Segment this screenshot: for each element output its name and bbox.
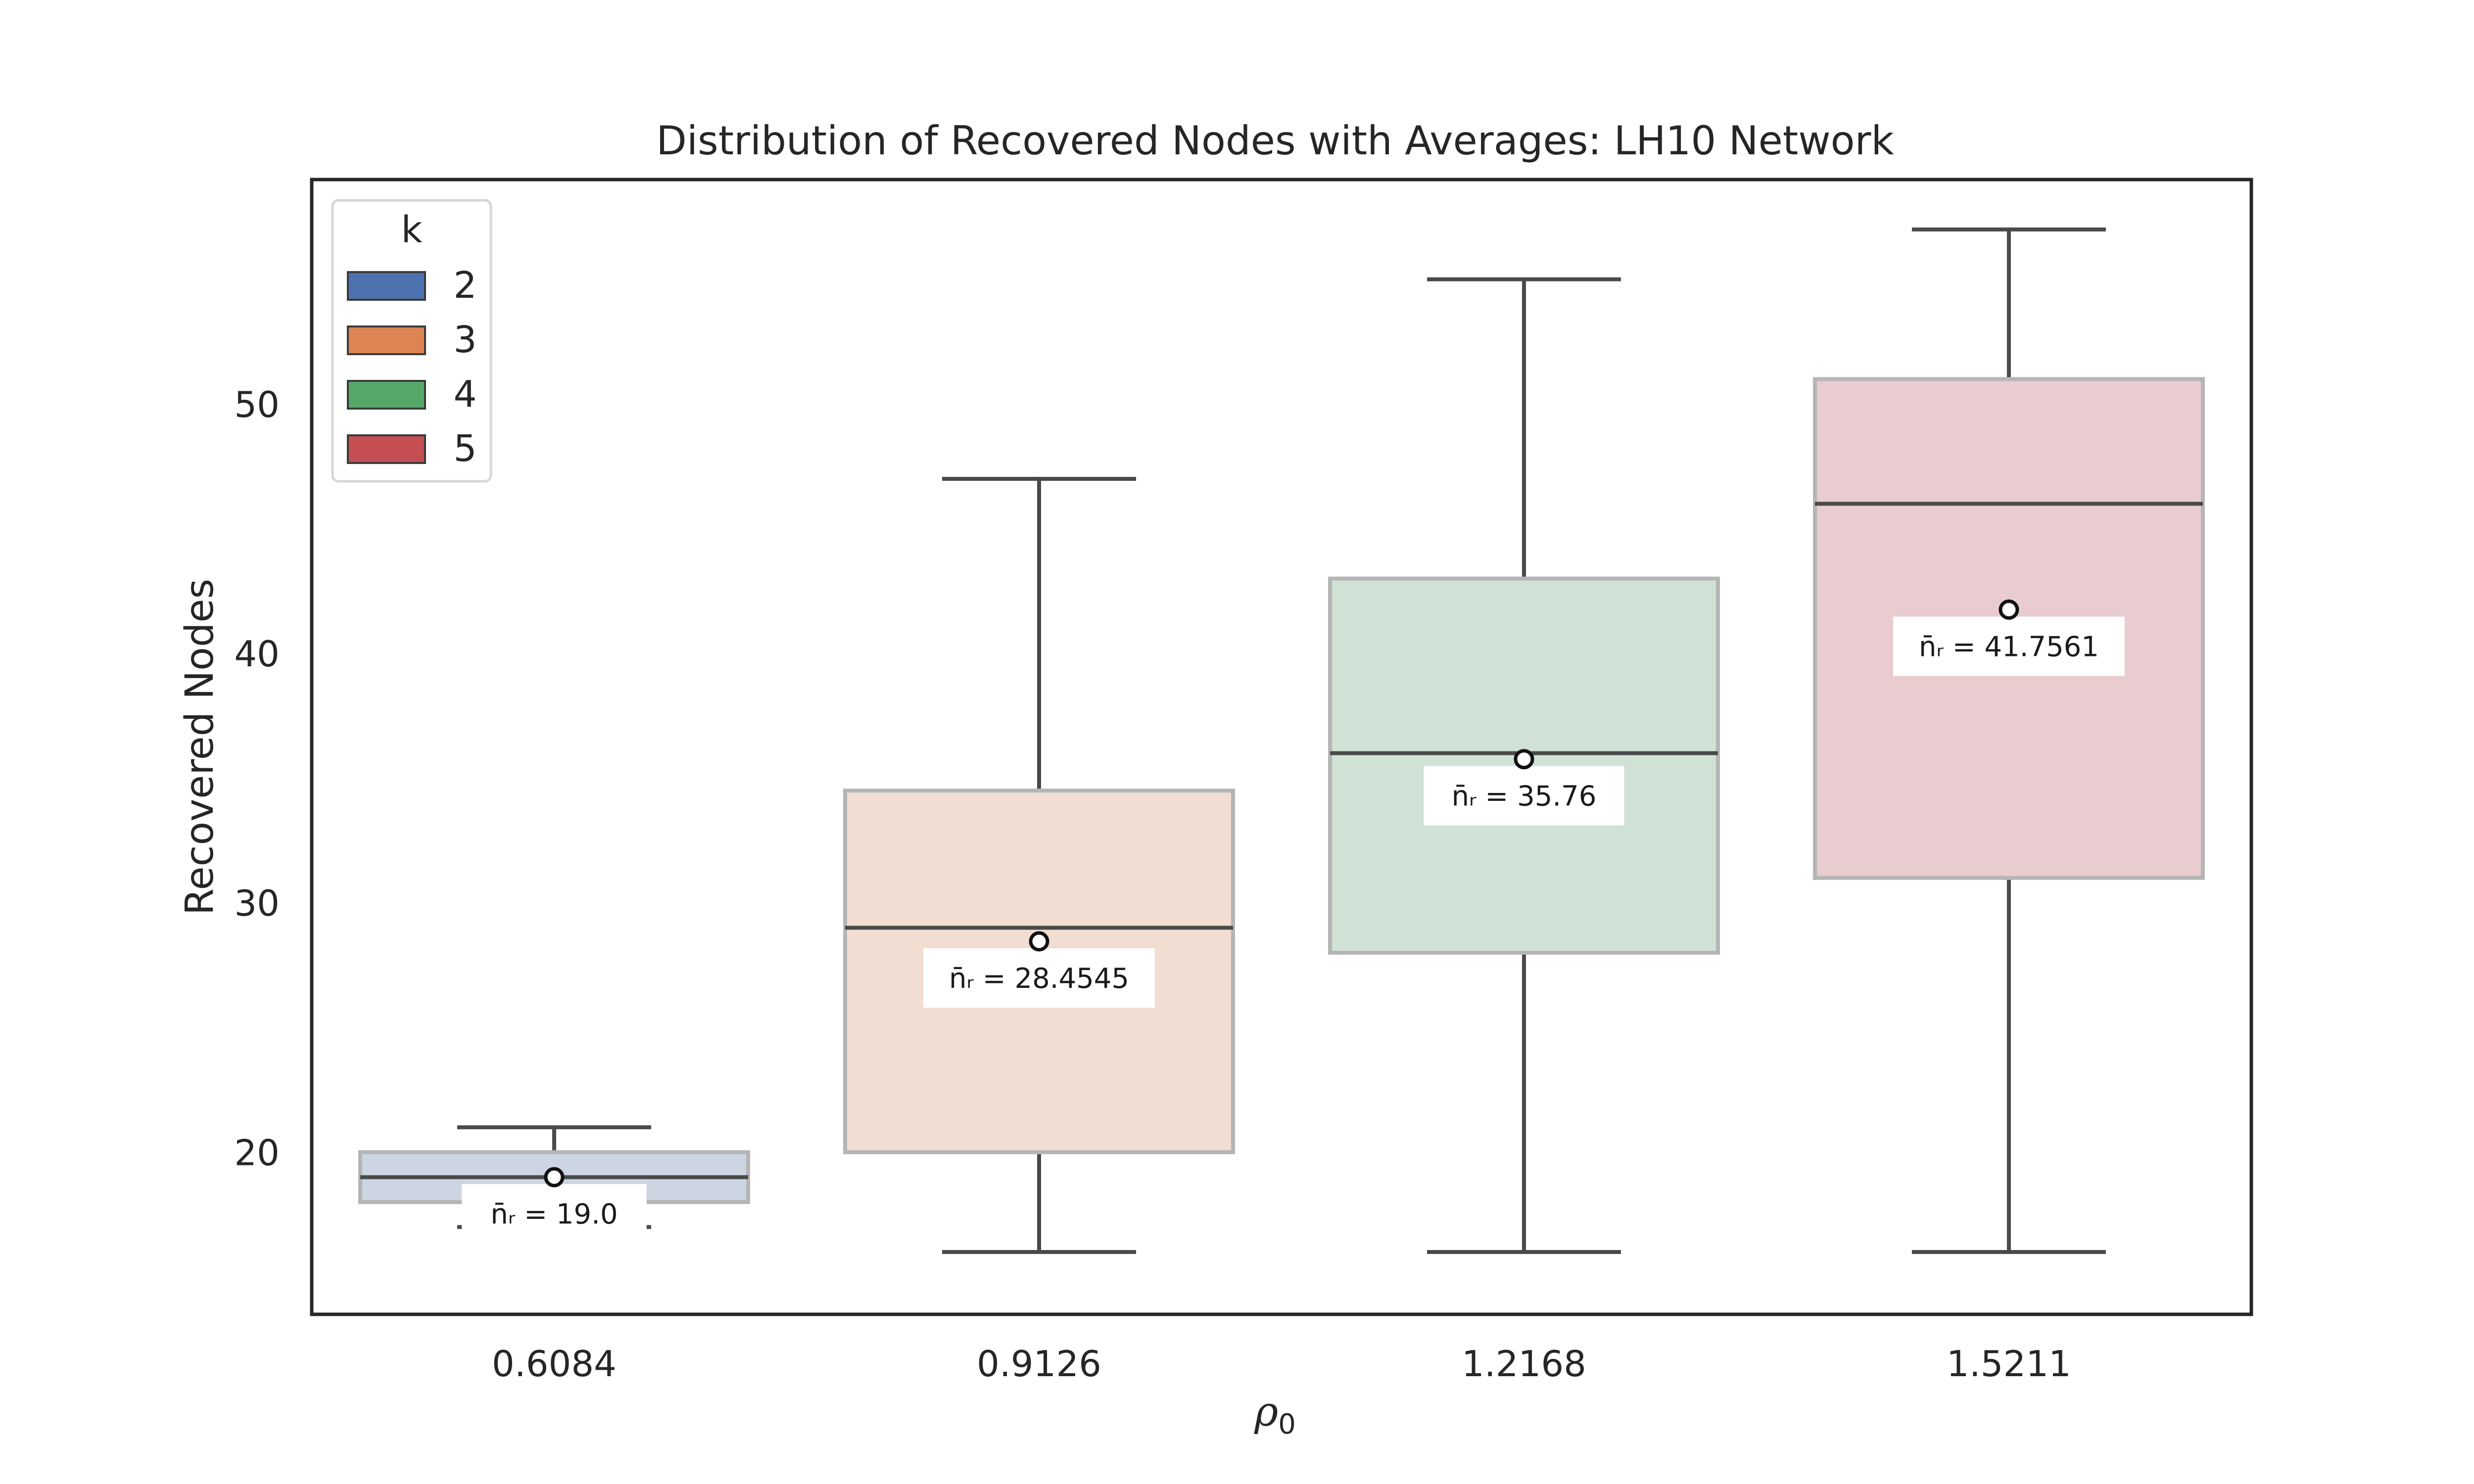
mean-marker: [1514, 749, 1534, 770]
y-tick-label: 40: [234, 633, 280, 675]
mean-marker: [1029, 931, 1049, 952]
x-axis-label: ρ0: [1254, 1389, 1296, 1440]
x-tick-label: 0.9126: [977, 1343, 1101, 1385]
legend: k2 3 4 5: [331, 199, 492, 483]
legend-swatch-3: [347, 325, 426, 355]
y-tick-label: 30: [234, 882, 280, 924]
mean-label-background: [923, 948, 1155, 1008]
box-group-1.2168: n̄ᵣ = 35.76: [1328, 277, 1720, 1254]
x-tick-label: 1.5211: [1947, 1343, 2071, 1385]
x-tick-label: 0.6084: [492, 1343, 617, 1385]
y-axis-label: Recovered Nodes: [178, 579, 222, 915]
mean-label-background: [1424, 766, 1624, 826]
mean-label-background: [462, 1184, 647, 1244]
box-group-1.5211: n̄ᵣ = 41.7561: [1813, 227, 2205, 1254]
legend-swatch-5: [347, 434, 426, 464]
mean-marker: [1998, 599, 2019, 620]
axis-ticks: 0.6084 0.9126 1.2168 1.5211 20 30 40 50: [234, 384, 2071, 1385]
y-tick-label: 20: [234, 1132, 280, 1173]
mean-marker: [544, 1167, 565, 1188]
legend-title: k: [401, 209, 423, 251]
chart-title: Distribution of Recovered Nodes with Ave…: [656, 118, 1894, 164]
x-tick-label: 1.2168: [1462, 1343, 1586, 1385]
mean-label: n̄ᵣ = 28.4545: [949, 963, 1129, 995]
x-axis-label-symbol: ρ: [1254, 1389, 1278, 1436]
axes-frame: [310, 178, 2253, 1316]
y-tick-label: 50: [234, 384, 280, 425]
legend-swatch-4: [347, 380, 426, 410]
mean-label: n̄ᵣ = 35.76: [1452, 781, 1597, 813]
legend-label-5: 5: [453, 427, 476, 470]
plot-area: n̄ᵣ = 19.0 n̄ᵣ = 28.4545 n̄ᵣ = 35.76 n̄ᵣ = …: [358, 227, 2205, 1254]
mean-label: n̄ᵣ = 19.0: [490, 1199, 618, 1231]
legend-label-2: 2: [453, 264, 476, 307]
box-group-0.9126: n̄ᵣ = 28.4545: [843, 477, 1235, 1254]
box-group-0.6084: n̄ᵣ = 19.0: [358, 1125, 750, 1244]
x-axis-label-subscript: 0: [1278, 1408, 1296, 1440]
legend-label-3: 3: [453, 319, 476, 361]
legend-swatch-2: [347, 271, 426, 301]
legend-label-4: 4: [453, 373, 476, 416]
mean-label: n̄ᵣ = 41.7561: [1919, 631, 2099, 663]
mean-label-background: [1893, 616, 2125, 676]
